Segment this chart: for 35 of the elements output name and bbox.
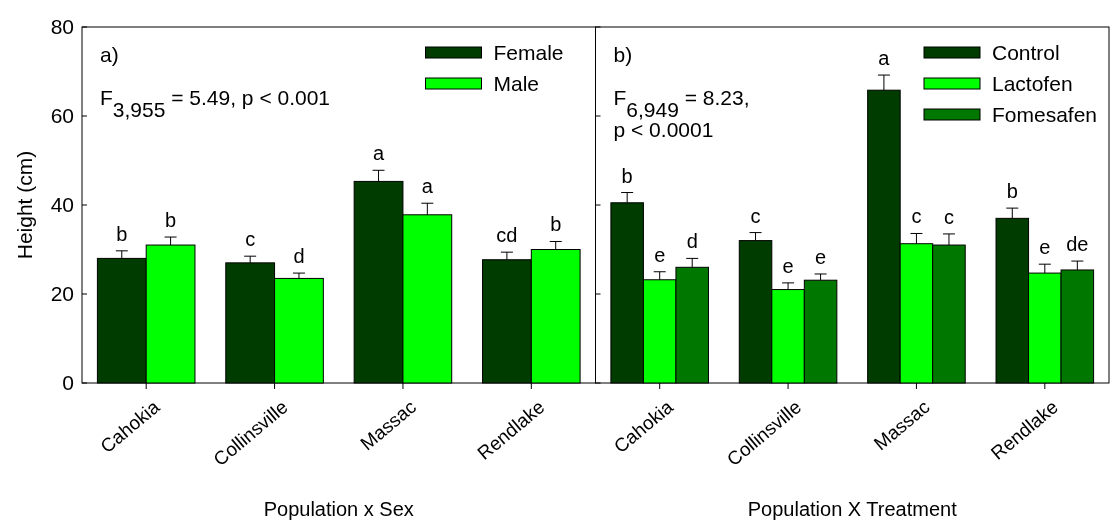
data-label: de bbox=[1066, 233, 1089, 256]
data-label: cd bbox=[496, 224, 518, 247]
legend-label: Fomesafen bbox=[992, 103, 1098, 127]
data-label: a bbox=[372, 142, 385, 165]
y-tick-label: 60 bbox=[50, 104, 74, 128]
data-label: b bbox=[165, 209, 177, 232]
x-axis-title: Population X Treatment bbox=[747, 498, 958, 520]
data-label: e bbox=[654, 243, 666, 266]
legend-label: Male bbox=[493, 72, 540, 96]
annotation: b) bbox=[613, 43, 633, 66]
data-label: e bbox=[815, 245, 827, 268]
data-label: b bbox=[550, 213, 562, 236]
data-label: c bbox=[943, 205, 954, 228]
data-label: c bbox=[750, 204, 761, 227]
y-tick-label: 20 bbox=[50, 282, 74, 306]
data-label: c bbox=[245, 228, 256, 251]
data-label: a bbox=[878, 47, 891, 70]
data-label: e bbox=[782, 254, 794, 277]
y-tick-label: 0 bbox=[62, 371, 74, 395]
data-label: b bbox=[1006, 180, 1018, 203]
data-label: c bbox=[911, 205, 922, 228]
x-axis-title: Population x Sex bbox=[263, 498, 414, 520]
data-label: b bbox=[621, 164, 633, 187]
legend-label: Control bbox=[992, 41, 1060, 65]
y-tick-label: 80 bbox=[50, 15, 74, 39]
data-label: d bbox=[293, 245, 305, 268]
data-label: d bbox=[686, 230, 698, 253]
data-label: b bbox=[116, 222, 128, 245]
y-axis-title: Height (cm) bbox=[13, 150, 36, 260]
data-label: e bbox=[1039, 236, 1051, 259]
y-tick-label: 40 bbox=[50, 193, 74, 217]
annotation: a) bbox=[100, 43, 119, 66]
legend-label: Female bbox=[493, 41, 564, 65]
legend-label: Lactofen bbox=[992, 72, 1073, 96]
data-label: a bbox=[421, 175, 434, 198]
